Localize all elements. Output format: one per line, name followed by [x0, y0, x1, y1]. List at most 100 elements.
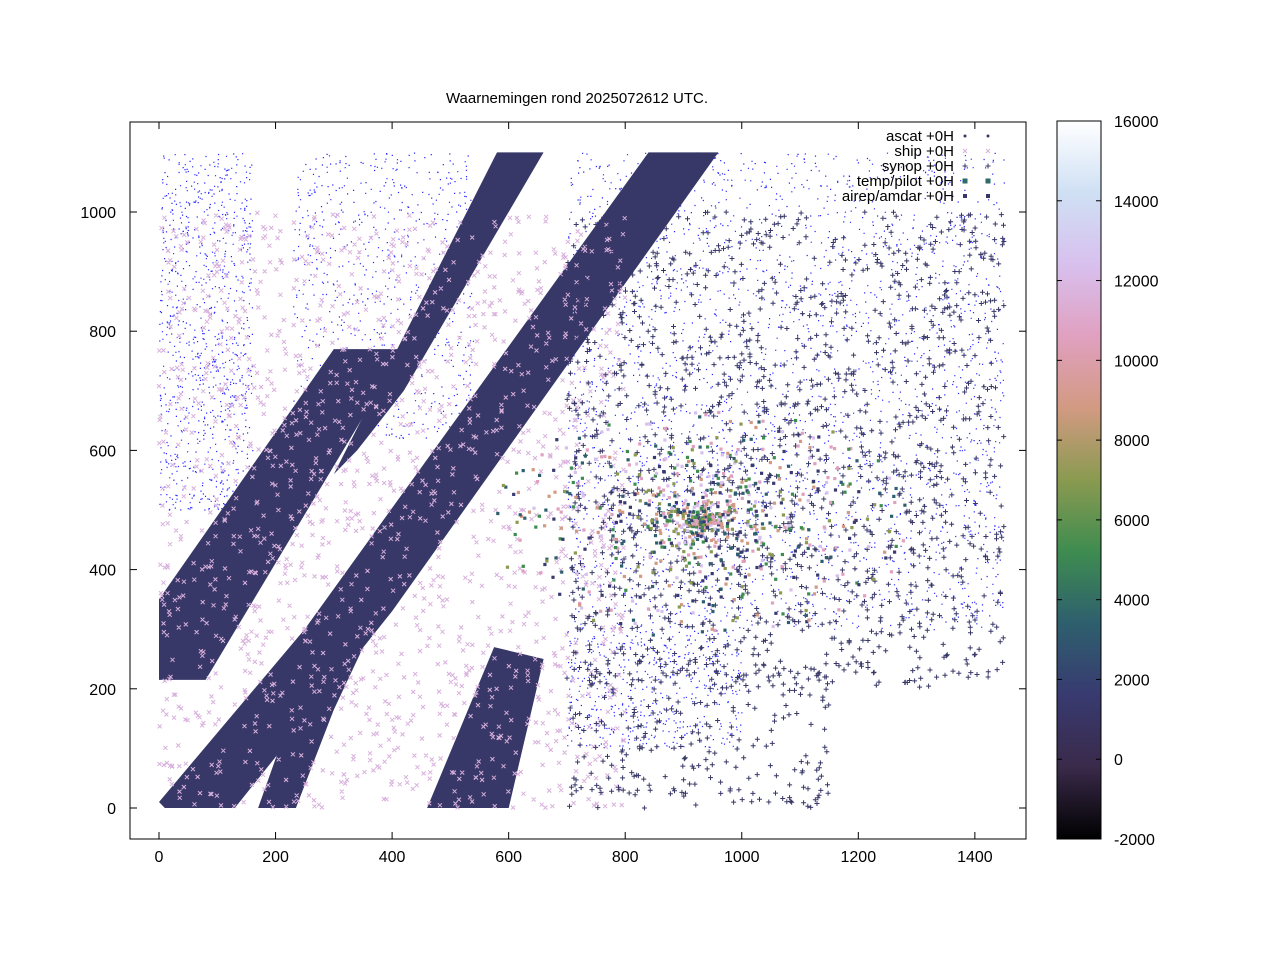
x-tick-label: 600 — [495, 849, 522, 866]
airep-marker — [876, 459, 880, 463]
airep-marker — [666, 484, 670, 488]
airep-marker — [778, 466, 782, 470]
airep-marker — [690, 518, 694, 523]
airep-marker — [806, 546, 810, 550]
airep-marker — [621, 494, 625, 498]
airep-marker — [663, 427, 668, 431]
airep-marker — [635, 462, 639, 466]
airep-marker — [760, 526, 764, 530]
x-tick-label: 800 — [612, 849, 639, 866]
airep-marker — [501, 483, 505, 488]
airep-marker — [676, 508, 681, 512]
airep-marker — [831, 430, 835, 434]
airep-marker — [806, 499, 810, 503]
airep-marker — [667, 503, 671, 507]
airep-marker — [531, 468, 535, 472]
airep-marker — [787, 464, 791, 468]
airep-marker — [761, 419, 765, 423]
airep-marker — [636, 491, 640, 496]
airep-marker — [680, 525, 684, 529]
airep-marker — [583, 547, 587, 551]
airep-marker — [719, 519, 723, 523]
ship-markers — [156, 210, 628, 810]
airep-marker — [699, 517, 703, 521]
airep-marker — [751, 549, 755, 553]
airep-marker — [709, 441, 713, 445]
airep-marker — [617, 514, 621, 518]
airep-marker — [713, 527, 717, 531]
airep-marker — [662, 493, 666, 497]
legend-entry-label: airep/amdar +0H — [842, 188, 954, 205]
airep-marker — [717, 546, 721, 550]
airep-marker — [685, 506, 689, 510]
airep-marker — [555, 438, 559, 442]
airep-marker — [565, 490, 569, 494]
colorbar-tick-label: 4000 — [1114, 593, 1150, 610]
airep-marker — [709, 501, 713, 505]
airep-marker — [760, 558, 764, 563]
airep-marker — [571, 505, 575, 509]
y-tick-label: 1000 — [80, 205, 116, 222]
airep-marker — [714, 519, 718, 523]
airep-marker — [652, 523, 656, 528]
airep-marker — [769, 506, 773, 510]
airep-marker — [620, 564, 624, 568]
airep-marker — [692, 505, 696, 509]
airep-marker — [731, 565, 735, 569]
colorbar-tick-label: 12000 — [1114, 274, 1159, 291]
airep-marker — [798, 439, 803, 443]
airep-marker — [753, 500, 758, 504]
airep-marker — [685, 455, 690, 459]
airep-marker — [693, 556, 697, 560]
airep-marker — [553, 490, 557, 494]
airep-marker — [741, 559, 745, 563]
airep-marker — [746, 523, 750, 527]
airep-marker — [696, 555, 700, 560]
airep-marker — [603, 454, 607, 459]
airep-marker — [709, 523, 713, 527]
airep-marker — [732, 598, 736, 602]
airep-marker — [657, 507, 661, 511]
airep-marker — [770, 556, 774, 560]
airep-marker — [515, 471, 519, 475]
airep-marker — [783, 525, 787, 529]
airep-marker — [699, 520, 703, 524]
airep-marker — [762, 436, 766, 440]
airep-marker — [725, 455, 730, 459]
airep-marker — [695, 520, 699, 524]
airep-marker — [666, 511, 671, 515]
airep-marker — [816, 469, 820, 473]
ascat-swath — [427, 647, 544, 808]
airep-marker — [651, 493, 655, 497]
airep-marker — [894, 486, 898, 491]
airep-marker — [835, 466, 840, 470]
airep-marker — [688, 524, 692, 528]
airep-marker — [575, 529, 579, 533]
airep-marker — [772, 456, 776, 460]
airep-marker — [711, 609, 715, 614]
airep-marker — [740, 585, 744, 589]
airep-marker — [601, 545, 605, 549]
airep-marker — [713, 628, 717, 632]
airep-marker — [561, 537, 565, 541]
airep-marker — [703, 507, 707, 511]
airep-marker — [600, 455, 604, 459]
airep-marker — [777, 429, 781, 433]
airep-marker — [726, 535, 730, 539]
airep-marker — [704, 518, 708, 522]
airep-marker — [694, 531, 699, 535]
airep-marker — [709, 488, 713, 492]
airep-marker — [658, 502, 662, 506]
airep-marker — [696, 523, 700, 527]
airep-marker — [556, 507, 560, 511]
airep-marker — [830, 500, 834, 505]
airep-marker — [717, 521, 721, 525]
airep-marker — [594, 457, 598, 461]
airep-marker — [770, 553, 774, 557]
airep-marker — [704, 575, 708, 579]
legend-marker — [986, 134, 990, 138]
airep-marker — [580, 476, 584, 480]
airep-marker — [624, 588, 628, 592]
y-tick-label: 800 — [89, 324, 116, 341]
